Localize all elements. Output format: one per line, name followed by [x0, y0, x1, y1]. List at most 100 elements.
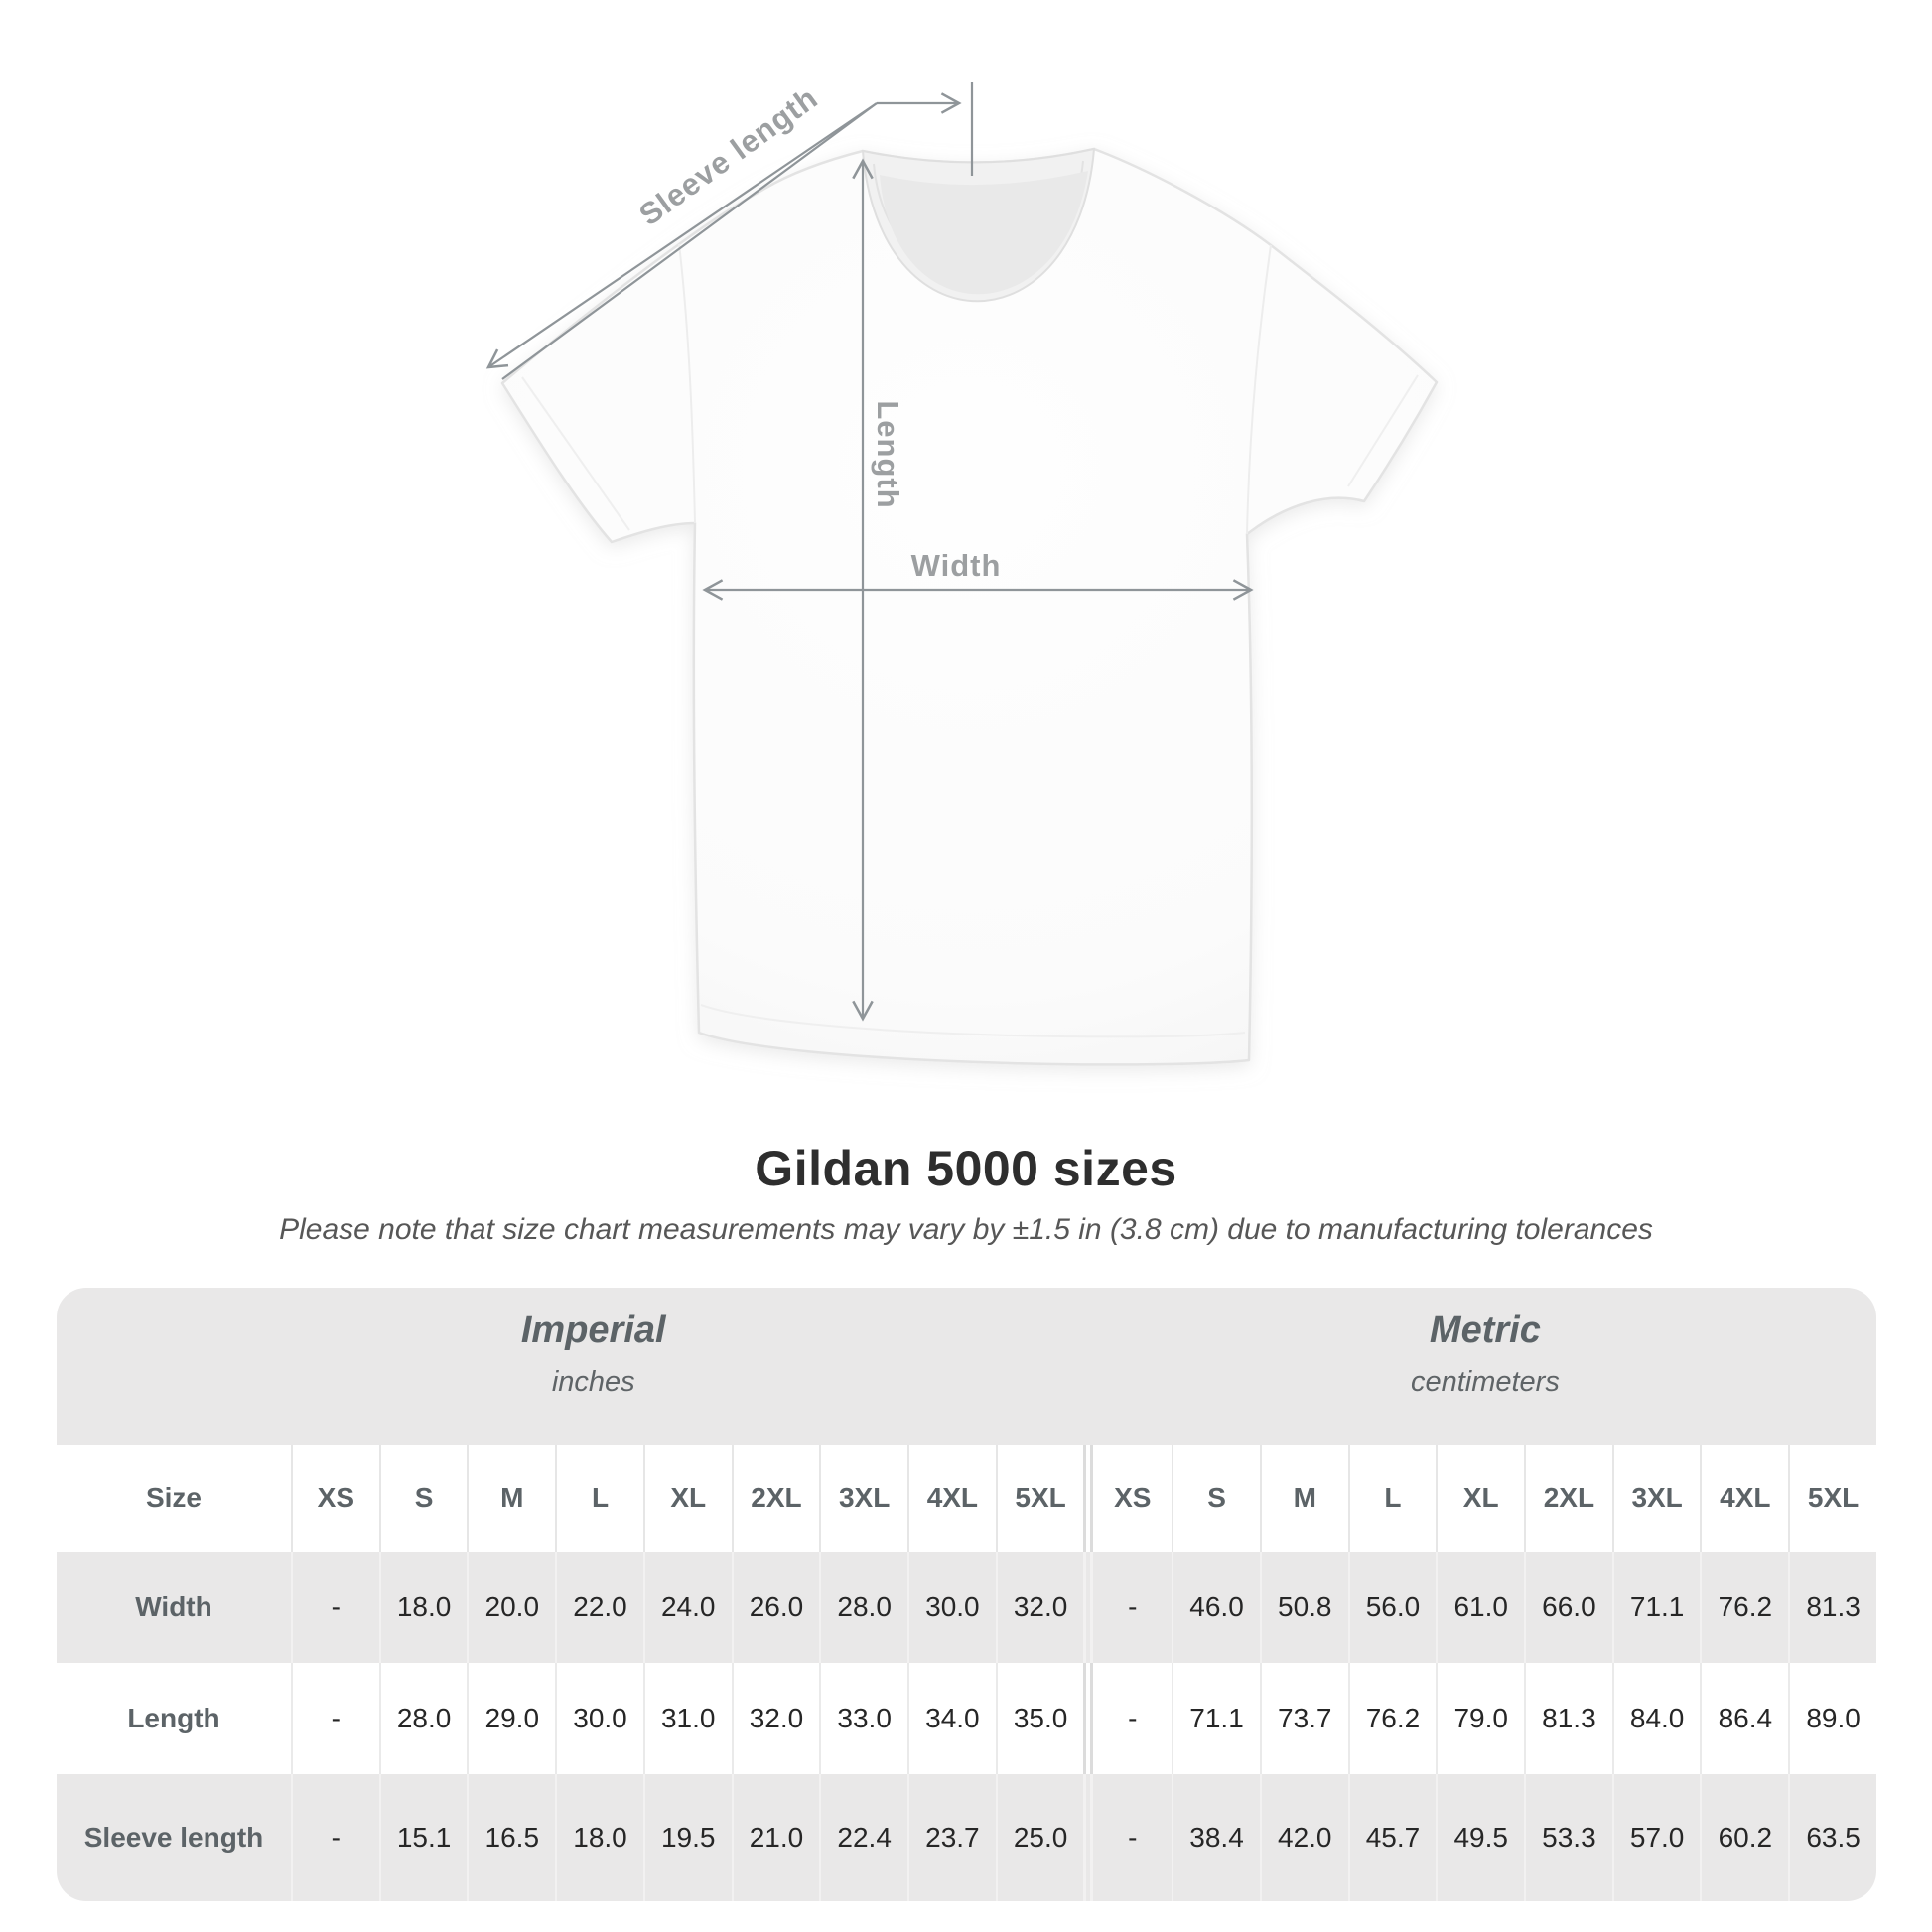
- metric-size-header: XL: [1436, 1445, 1524, 1552]
- size-table: Imperial inches Metric centimeters Size …: [57, 1288, 1876, 1901]
- hem-stitch: [700, 1004, 1246, 1038]
- value-cell: 49.5: [1436, 1774, 1524, 1901]
- row-label: Sleeve length: [83, 1822, 264, 1853]
- value-cell: 66.0: [1524, 1552, 1612, 1663]
- imperial-size-header: 3XL: [819, 1445, 907, 1552]
- value-cell: 50.8: [1259, 1552, 1348, 1663]
- imperial-size-header: M: [467, 1445, 555, 1552]
- imperial-size-header: XS: [290, 1445, 379, 1552]
- size-header-row: Size XS S M L XL 2XL 3XL 4XL 5XL XS S M …: [57, 1445, 1876, 1552]
- metric-size-header: 3XL: [1611, 1445, 1701, 1552]
- value-cell: 81.3: [1524, 1663, 1612, 1774]
- value-cell: 24.0: [642, 1552, 732, 1663]
- right-sleeve-stitch: [1347, 374, 1419, 487]
- tshirt-graphic: [500, 147, 1439, 1066]
- value-cell: 84.0: [1611, 1663, 1701, 1774]
- imperial-size-header: L: [555, 1445, 643, 1552]
- value-cell: 18.0: [555, 1774, 643, 1901]
- value-cell: 89.0: [1788, 1663, 1876, 1774]
- value-cell: 33.0: [819, 1663, 907, 1774]
- imperial-unit: inches: [551, 1366, 635, 1398]
- metric-title: Metric: [1429, 1310, 1541, 1351]
- metric-size-header: S: [1172, 1445, 1260, 1552]
- sleeve-length-diagonal-line: [501, 102, 878, 380]
- row-sleeve-length: Sleeve length - 15.1 16.5 18.0 19.5 21.0…: [57, 1774, 1876, 1901]
- metric-size-header: 4XL: [1700, 1445, 1788, 1552]
- value-cell: 60.2: [1700, 1774, 1788, 1901]
- value-cell: 38.4: [1172, 1774, 1260, 1901]
- value-cell: 79.0: [1436, 1663, 1524, 1774]
- value-cell: 30.0: [555, 1663, 643, 1774]
- value-cell: 57.0: [1611, 1774, 1701, 1901]
- metric-size-header: 5XL: [1788, 1445, 1876, 1552]
- value-cell: 28.0: [378, 1663, 468, 1774]
- value-cell: -: [290, 1774, 379, 1901]
- value-cell: 18.0: [378, 1552, 468, 1663]
- value-cell: 42.0: [1259, 1774, 1348, 1901]
- length-label: Length: [871, 400, 905, 508]
- value-cell: -: [1083, 1774, 1172, 1901]
- value-cell: 22.4: [819, 1774, 907, 1901]
- value-cell: 35.0: [995, 1663, 1084, 1774]
- imperial-size-header: 4XL: [907, 1445, 996, 1552]
- imperial-group-header: Imperial inches: [521, 1310, 666, 1399]
- right-armhole-seam: [1246, 244, 1272, 535]
- imperial-size-header: 2XL: [731, 1445, 820, 1552]
- metric-unit: centimeters: [1410, 1366, 1560, 1398]
- value-cell: -: [1083, 1552, 1172, 1663]
- value-cell: 86.4: [1700, 1663, 1788, 1774]
- value-cell: 61.0: [1436, 1552, 1524, 1663]
- value-cell: 34.0: [907, 1663, 996, 1774]
- left-armhole-seam: [678, 243, 696, 524]
- value-cell: 32.0: [995, 1552, 1084, 1663]
- value-cell: 73.7: [1259, 1663, 1348, 1774]
- size-column-header: Size: [145, 1482, 202, 1513]
- value-cell: 21.0: [731, 1774, 820, 1901]
- imperial-title: Imperial: [520, 1310, 666, 1351]
- value-cell: 22.0: [555, 1552, 643, 1663]
- value-cell: 76.2: [1347, 1663, 1437, 1774]
- value-cell: 16.5: [467, 1774, 555, 1901]
- value-cell: 26.0: [731, 1552, 820, 1663]
- metric-group-header: Metric centimeters: [1411, 1310, 1560, 1399]
- metric-size-header: XS: [1083, 1445, 1172, 1552]
- value-cell: 45.7: [1347, 1774, 1437, 1901]
- unit-group-row: Imperial inches Metric centimeters: [57, 1288, 1876, 1445]
- value-cell: 15.1: [378, 1774, 468, 1901]
- width-label: Width: [911, 548, 1002, 583]
- value-cell: 53.3: [1524, 1774, 1612, 1901]
- row-label: Length: [127, 1703, 220, 1733]
- value-cell: 19.5: [642, 1774, 732, 1901]
- imperial-size-header: 5XL: [995, 1445, 1084, 1552]
- value-cell: 31.0: [642, 1663, 732, 1774]
- value-cell: 76.2: [1700, 1552, 1788, 1663]
- value-cell: -: [290, 1663, 379, 1774]
- row-label: Width: [135, 1591, 212, 1622]
- imperial-size-header: S: [378, 1445, 468, 1552]
- value-cell: -: [1083, 1663, 1172, 1774]
- row-length: Length - 28.0 29.0 30.0 31.0 32.0 33.0 3…: [57, 1663, 1876, 1774]
- collar-inner-shade: [880, 171, 1088, 295]
- value-cell: 30.0: [907, 1552, 996, 1663]
- value-cell: 81.3: [1788, 1552, 1876, 1663]
- sleeve-length-arrowhead-line: [485, 102, 878, 369]
- left-sleeve-stitch: [521, 376, 630, 531]
- tolerance-note: Please note that size chart measurements…: [279, 1213, 1653, 1246]
- value-cell: 56.0: [1347, 1552, 1437, 1663]
- measurement-annotations: [485, 82, 1254, 1022]
- metric-size-header: 2XL: [1524, 1445, 1612, 1552]
- metric-size-header: M: [1259, 1445, 1348, 1552]
- metric-size-header: L: [1347, 1445, 1437, 1552]
- value-cell: 28.0: [819, 1552, 907, 1663]
- value-cell: 71.1: [1172, 1663, 1260, 1774]
- tshirt-measurement-diagram: Sleeve length Length Width: [485, 80, 1439, 1066]
- value-cell: 20.0: [467, 1552, 555, 1663]
- value-cell: 25.0: [995, 1774, 1084, 1901]
- value-cell: 23.7: [907, 1774, 996, 1901]
- value-cell: 46.0: [1172, 1552, 1260, 1663]
- page-title: Gildan 5000 sizes: [755, 1141, 1177, 1196]
- value-cell: 29.0: [467, 1663, 555, 1774]
- value-cell: 71.1: [1611, 1552, 1701, 1663]
- imperial-size-header: XL: [642, 1445, 732, 1552]
- value-cell: -: [290, 1552, 379, 1663]
